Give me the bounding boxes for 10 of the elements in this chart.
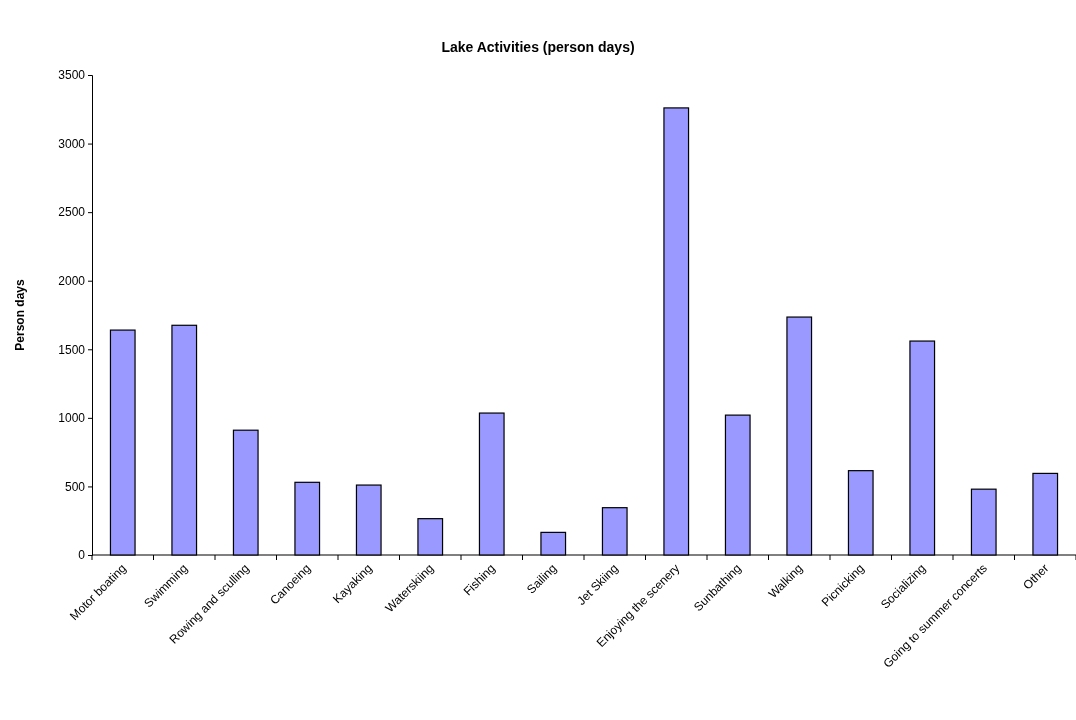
- y-tick-label: 2500: [58, 205, 86, 220]
- y-tick-label: 3500: [58, 68, 86, 83]
- y-tick-label: 1000: [58, 411, 86, 426]
- y-tick-label: 2000: [58, 274, 86, 289]
- y-axis-title: Person days: [13, 278, 27, 351]
- chart-title: Lake Activities (person days): [441, 39, 635, 55]
- y-tick-label: 1500: [58, 342, 86, 357]
- y-tick-label: 0: [78, 548, 86, 563]
- y-tick-label: 3000: [58, 136, 86, 151]
- y-tick-label: 500: [64, 479, 86, 494]
